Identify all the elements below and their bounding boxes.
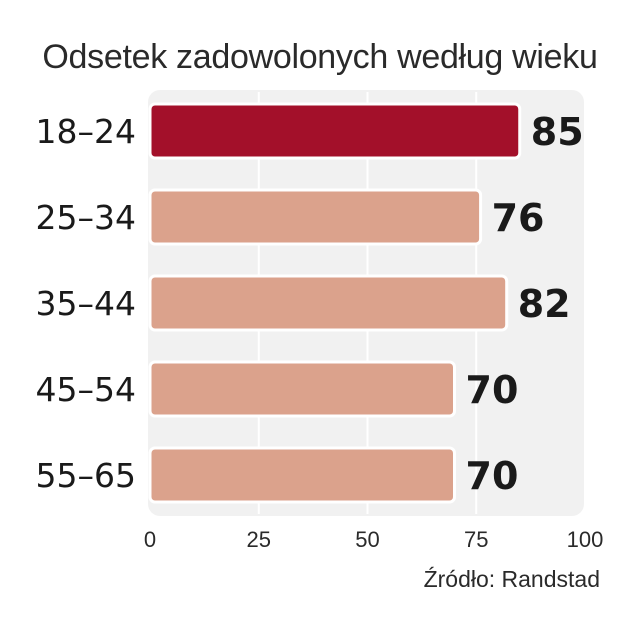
bar-35–44: [148, 274, 509, 332]
chart-title: Odsetek zadowolonych według wieku: [42, 38, 598, 76]
category-label: 35–44: [36, 284, 136, 323]
bar-45–54: [148, 360, 456, 418]
category-label: 25–34: [36, 198, 136, 237]
x-tick-labels: 0 25 50 75 100: [144, 527, 603, 552]
x-tick-label: 75: [464, 527, 488, 552]
value-labels: 85 76 82 70 70: [466, 110, 584, 498]
category-label: 18–24: [36, 112, 136, 151]
source-note: Źródło: Randstad: [423, 566, 600, 592]
value-label: 70: [466, 368, 519, 412]
value-label: 70: [466, 454, 519, 498]
value-label: 76: [492, 196, 545, 240]
bar-25–34: [148, 188, 483, 246]
bar-55–65: [148, 446, 456, 504]
x-tick-label: 0: [144, 527, 156, 552]
x-tick-label: 25: [247, 527, 271, 552]
value-label: 85: [531, 110, 584, 154]
bars: [148, 102, 522, 504]
category-label: 55–65: [36, 456, 136, 495]
bar-18–24: [148, 102, 522, 160]
category-label: 45–54: [36, 370, 136, 409]
x-tick-label: 100: [567, 527, 604, 552]
x-tick-label: 50: [355, 527, 379, 552]
category-labels: 18–24 25–34 35–44 45–54 55–65: [36, 112, 136, 495]
value-label: 82: [518, 282, 571, 326]
